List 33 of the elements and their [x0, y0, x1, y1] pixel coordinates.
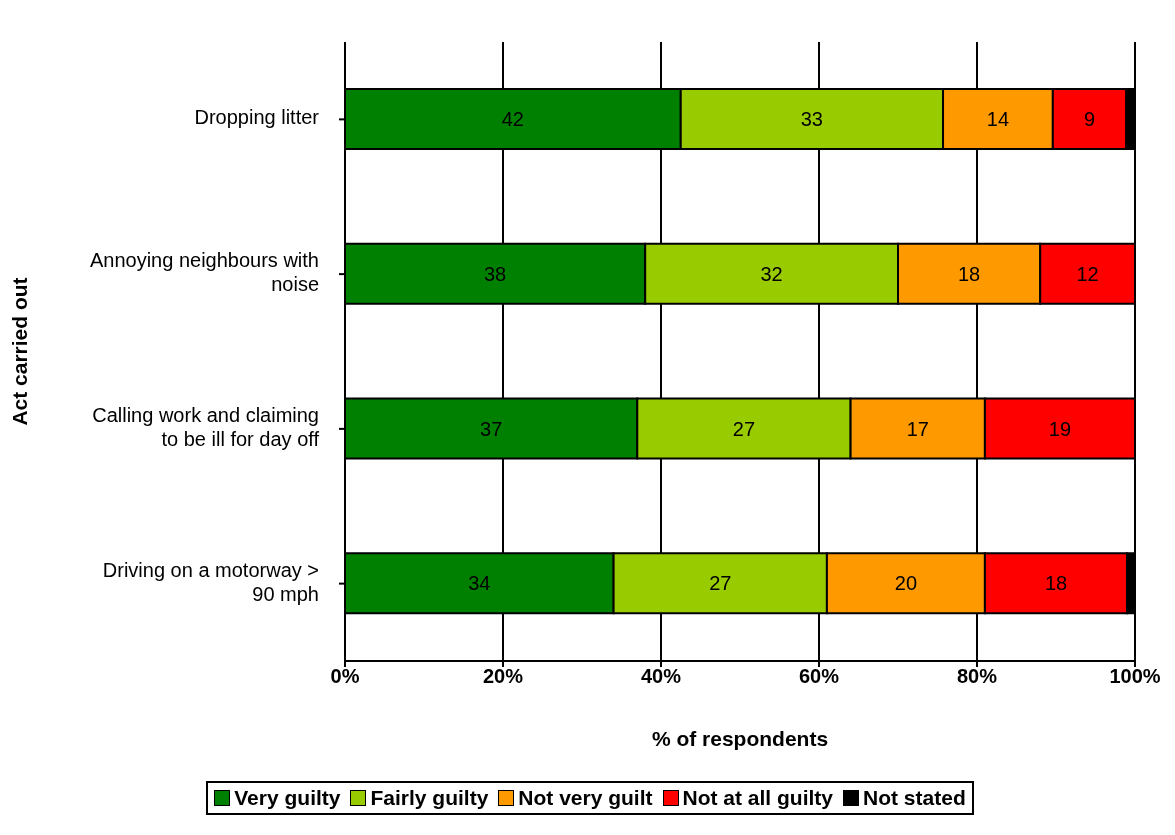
legend-label: Not stated [862, 786, 966, 810]
data-label: 38 [483, 262, 507, 285]
data-label: 20 [894, 572, 918, 595]
x-tick-label: 100% [1109, 665, 1161, 688]
legend-label: Not very guilt [517, 786, 653, 810]
data-label: 14 [986, 108, 1010, 130]
y-tick-label: Calling work and claiming to be ill for day off [92, 404, 320, 451]
data-label: 33 [800, 108, 824, 130]
data-label: 18 [1044, 572, 1068, 595]
x-axis-title: % of respondents [651, 727, 829, 750]
data-label: 19 [1048, 417, 1072, 440]
x-tick-label: 40% [640, 665, 682, 688]
data-label: 12 [1076, 262, 1099, 285]
y-tick-label: Dropping litter [194, 106, 320, 129]
data-label: 17 [906, 417, 929, 440]
legend-label: Fairly guilty [369, 786, 489, 810]
x-tick-label: 80% [956, 665, 998, 688]
data-label: 9 [1084, 108, 1096, 130]
data-label: 18 [957, 262, 981, 285]
x-tick-label: 20% [482, 665, 524, 688]
y-tick-label: Annoying neighbours with noise [89, 249, 319, 296]
data-label: 27 [732, 417, 756, 440]
y-tick-label: Driving on a motorway > 90 mph [102, 558, 319, 605]
data-label: 37 [480, 417, 503, 440]
y-axis-title: Act carried out [8, 277, 32, 426]
x-tick-label: 0% [330, 665, 360, 688]
data-label: 32 [760, 262, 783, 285]
data-label: 27 [709, 572, 732, 595]
x-tick-label: 60% [798, 665, 840, 688]
legend-label: Very guilty [233, 786, 341, 810]
data-label: 34 [468, 572, 491, 595]
data-label: 42 [501, 108, 524, 130]
legend-label: Not at all guilty [681, 786, 834, 810]
